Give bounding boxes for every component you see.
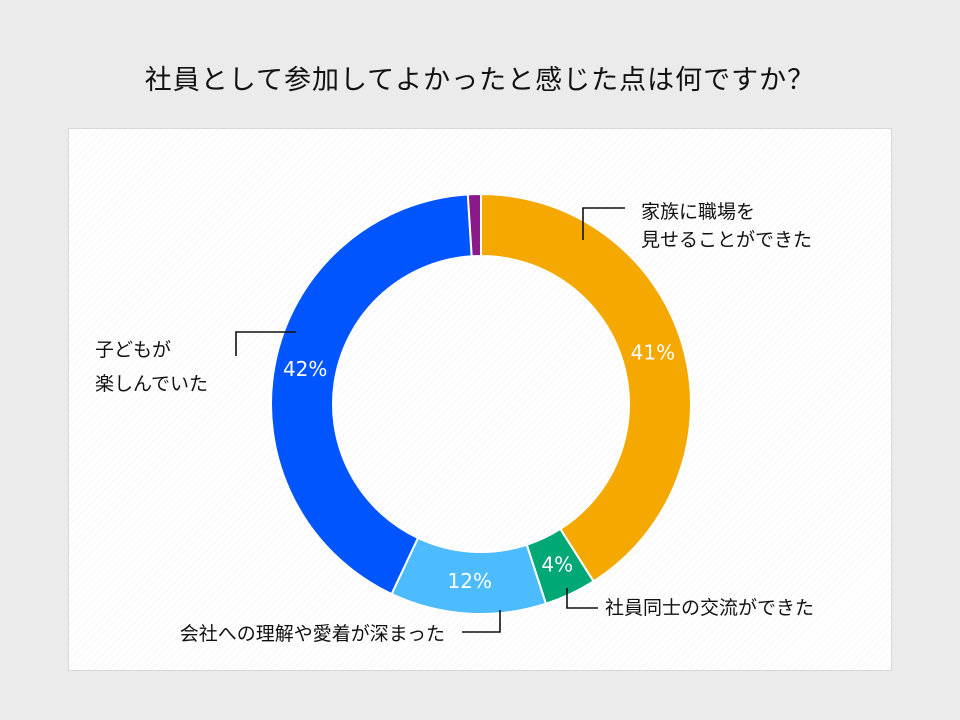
donut-slice-0 [480, 192, 692, 583]
donut-slice-4 [466, 192, 482, 258]
category-label-0-line-0: 家族に職場を [641, 201, 755, 223]
leader-line-0 [582, 207, 625, 240]
donut-slice-3 [270, 193, 473, 596]
percent-label-2: 12% [448, 569, 492, 593]
leader-line-3 [235, 331, 296, 356]
leader-lines-group [235, 207, 625, 633]
percent-label-1: 4% [541, 552, 573, 576]
leader-line-1 [566, 588, 598, 609]
category-label-3-line-1: 楽しんでいた [95, 373, 208, 395]
percent-labels-group: 41% 4% 12% 42% [283, 341, 675, 594]
category-label-0-line-1: 見せることができた [641, 229, 812, 251]
category-label-1-line-0: 社員同士の交流ができた [605, 597, 814, 619]
category-labels-group: 家族に職場を見せることができた社員同士の交流ができた会社への理解や愛着が深まった… [95, 201, 814, 645]
percent-label-3: 42% [283, 357, 327, 381]
category-label-3-line-0: 子どもが [95, 339, 171, 361]
percent-label-0: 41% [631, 341, 675, 365]
category-label-2-line-0: 会社への理解や愛着が深まった [180, 623, 445, 645]
slices-group [270, 192, 692, 615]
chart-title: 社員として参加してよかったと感じた点は何ですか？ [144, 65, 816, 96]
leader-line-2 [462, 610, 501, 633]
